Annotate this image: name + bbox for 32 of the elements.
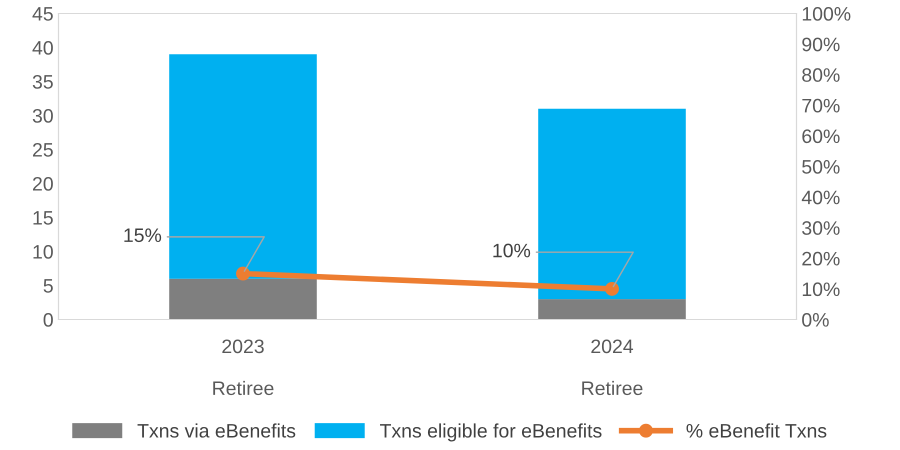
legend-label: % eBenefit Txns [686,423,826,438]
y2-tick-label: 20% [802,252,840,266]
legend-label: Txns via eBenefits [138,423,296,438]
y2-tick-label: 40% [802,190,840,204]
y2-tick-label: 100% [802,6,850,21]
data-label: 10% [493,244,530,258]
y-tick-label: 45 [32,7,53,21]
y2-tick-label: 60% [802,129,840,144]
y2-tick-label: 10% [802,282,840,296]
bar [538,299,686,320]
y2-tick-label: 0% [802,312,829,327]
y-tick-label: 30 [32,108,53,123]
legend-label: Txns eligible for eBenefits [380,423,602,442]
data-label: 15% [124,228,162,242]
y2-tick-label: 30% [802,221,840,235]
y2-tick-label: 90% [802,38,840,52]
bar [169,278,317,320]
y-tick-label: 20 [32,176,53,191]
y2-tick-label: 70% [802,98,840,113]
category-label: 2024 Retiree [582,339,642,396]
y2-tick-label: 80% [802,68,840,82]
y-tick-label: 25 [32,142,53,157]
category-label: 2023 Retiree [213,339,274,396]
y-tick-label: 5 [44,279,53,293]
bar [169,54,317,279]
y-tick-label: 40 [32,40,53,55]
y-tick-label: 35 [32,74,53,89]
y-tick-label: 15 [33,211,53,225]
bar [538,108,686,300]
y-tick-label: 10 [33,244,53,259]
y-tick-label: 0 [44,312,53,327]
y2-tick-label: 50% [802,160,840,174]
